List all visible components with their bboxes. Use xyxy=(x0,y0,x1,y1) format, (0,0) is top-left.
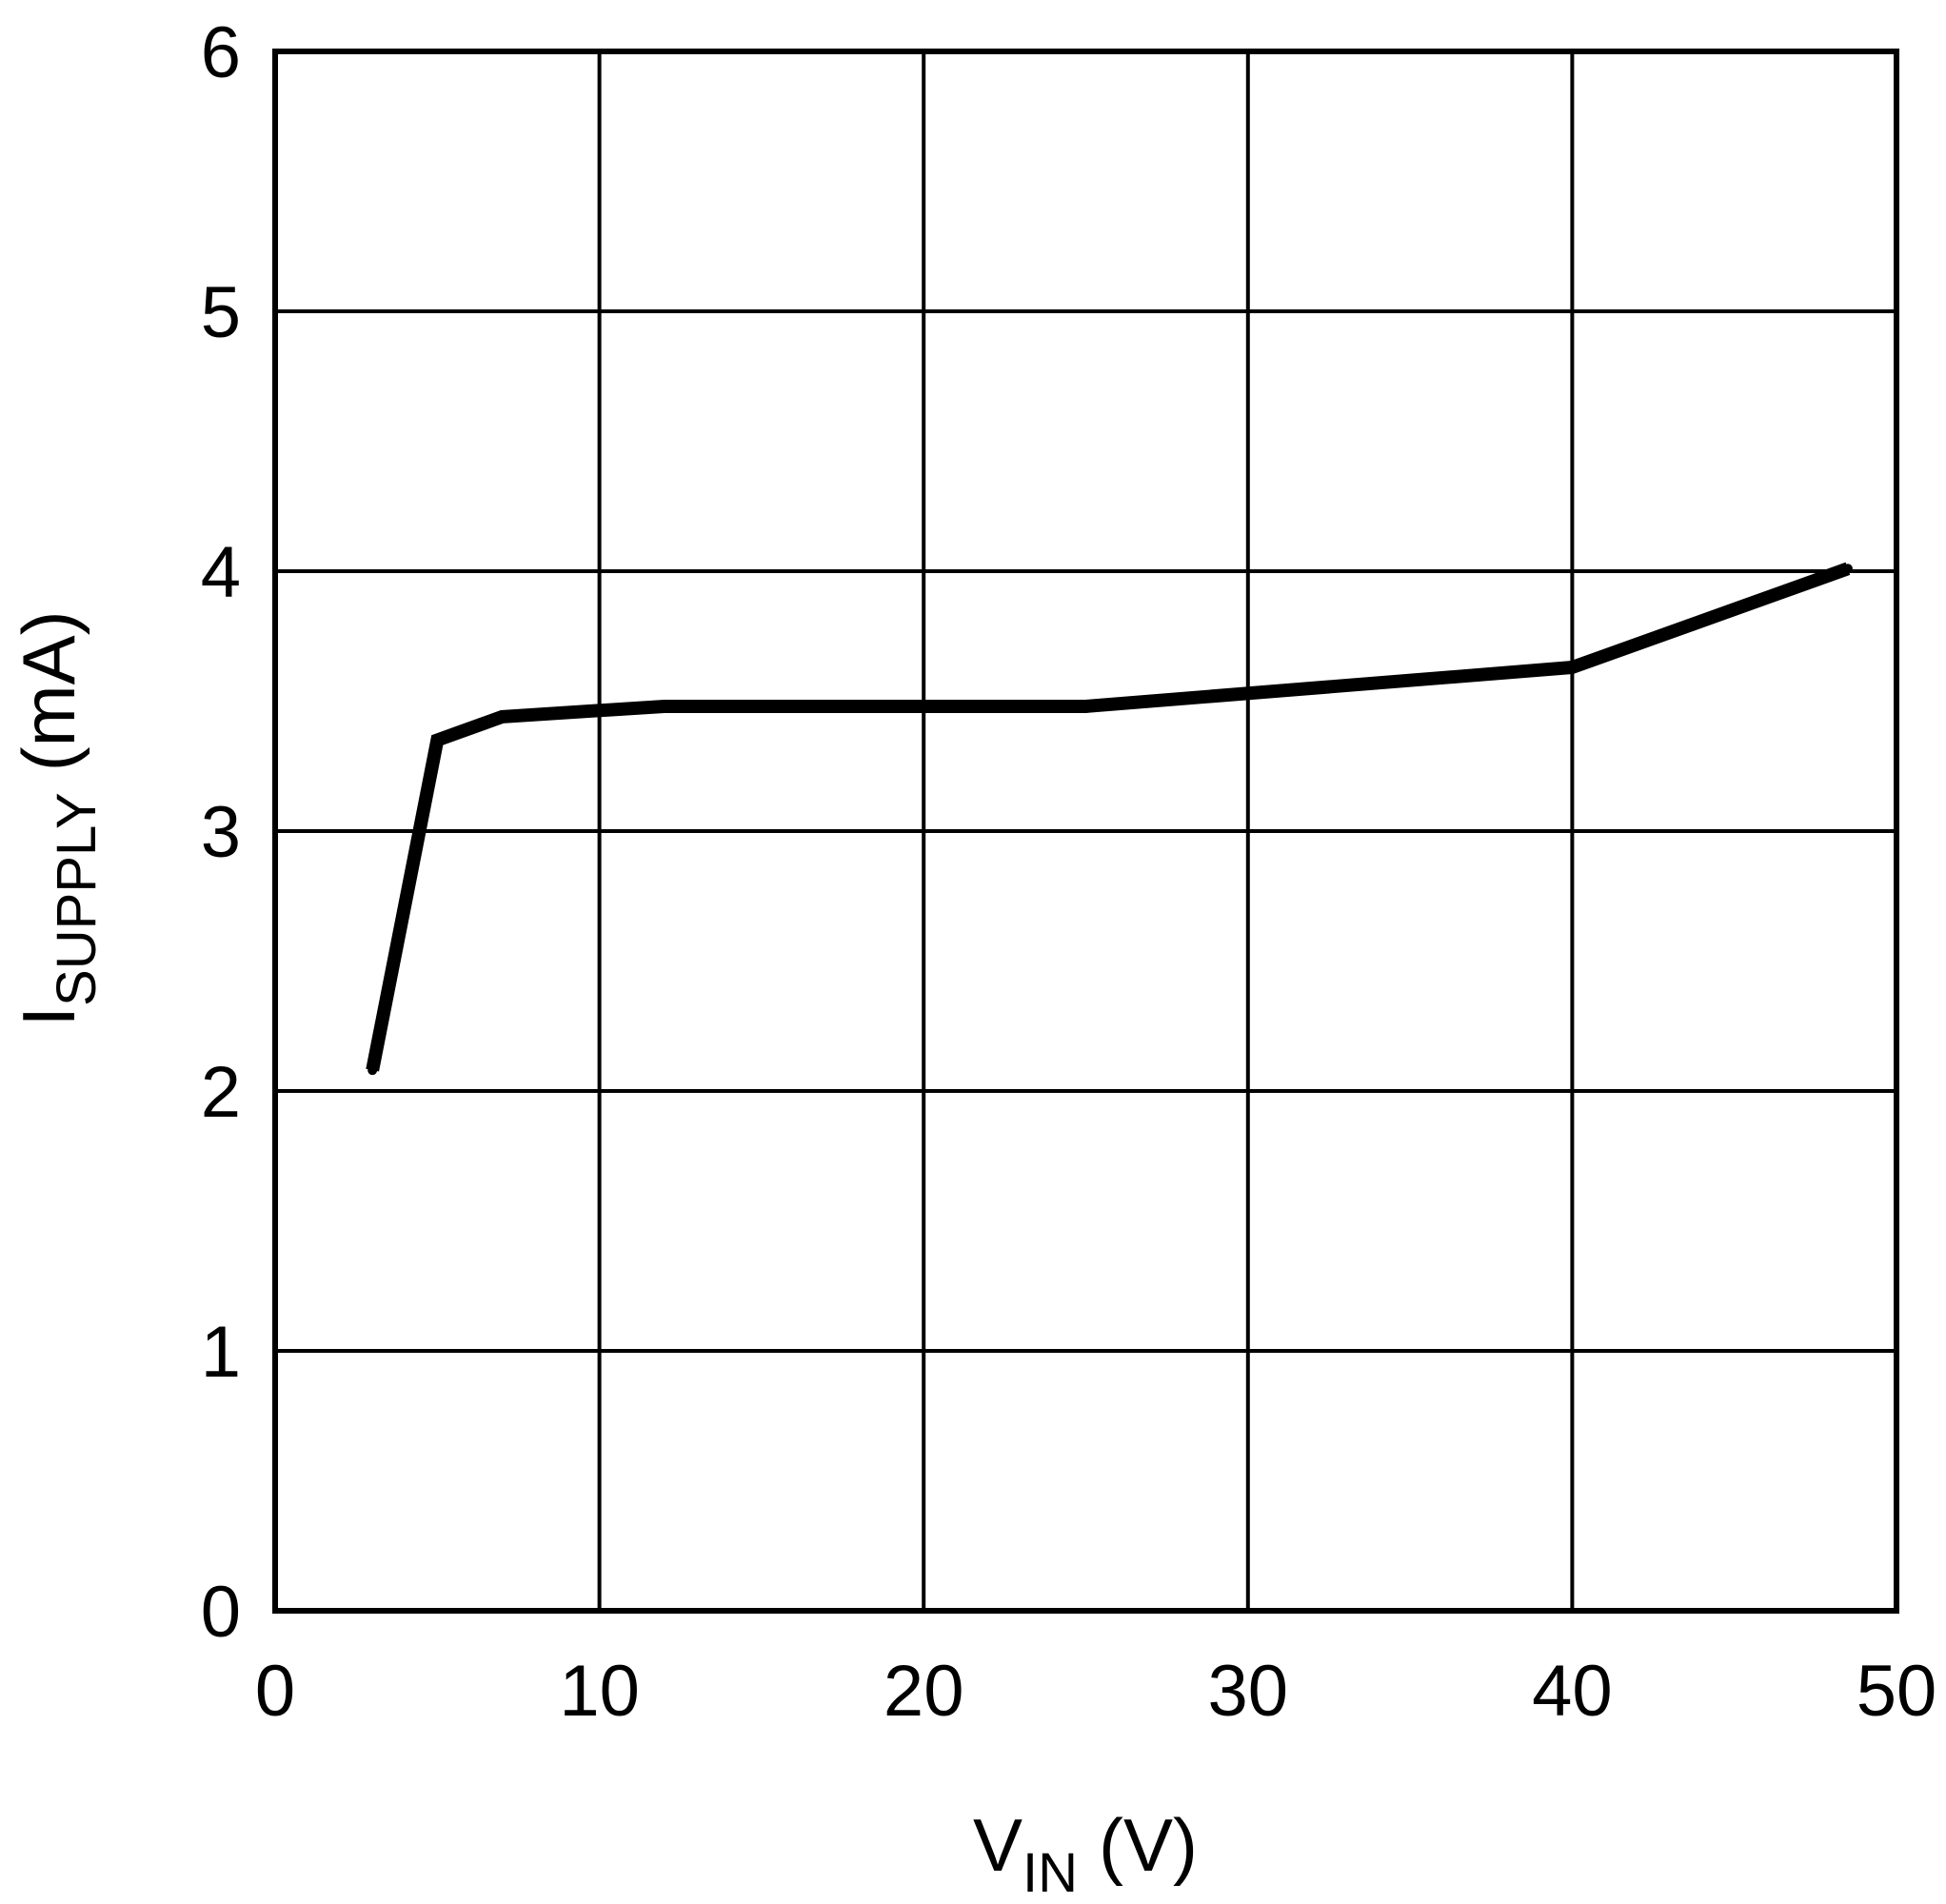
plot-frame xyxy=(272,49,1899,1614)
series-point-0-6 xyxy=(1842,564,1853,574)
x-axis-title: VIN (V) xyxy=(973,1803,1198,1904)
y-axis-title-unit: (mA) xyxy=(7,610,90,771)
y-axis-title-subscript: SUPPLY xyxy=(46,792,108,1006)
x-axis-title-unit: (V) xyxy=(1099,1803,1198,1887)
x-axis-title-main: V xyxy=(973,1803,1023,1887)
x-tick-label-20: 20 xyxy=(884,1651,964,1732)
x-tick-label-30: 30 xyxy=(1208,1651,1289,1732)
series-point-0-1 xyxy=(432,735,443,745)
y-tick-label-5: 5 xyxy=(201,272,241,353)
y-tick-label-1: 1 xyxy=(201,1312,241,1393)
series-layer xyxy=(366,562,1853,1076)
x-tick-label-50: 50 xyxy=(1857,1651,1937,1732)
x-tick-label-40: 40 xyxy=(1532,1651,1613,1732)
x-tick-labels: 0 10 20 30 40 50 xyxy=(255,1651,1936,1732)
y-tick-label-4: 4 xyxy=(201,532,241,613)
y-axis-title: ISUPPLY (mA) xyxy=(7,610,108,1026)
grid-lines xyxy=(273,50,1898,1613)
y-tick-label-2: 2 xyxy=(201,1052,241,1133)
y-axis-title-main: I xyxy=(7,1006,90,1027)
series-point-0-0 xyxy=(367,1065,378,1076)
series-point-0-2 xyxy=(497,711,507,722)
series-point-0-3 xyxy=(659,701,669,711)
x-tick-label-0: 0 xyxy=(255,1651,295,1732)
series-point-0-4 xyxy=(1081,701,1091,711)
y-tick-labels: 0 1 2 3 4 5 6 xyxy=(201,12,241,1653)
series-point-0-5 xyxy=(1567,663,1578,673)
y-tick-label-6: 6 xyxy=(201,12,241,93)
y-tick-label-3: 3 xyxy=(201,792,241,873)
x-tick-label-10: 10 xyxy=(559,1651,640,1732)
x-axis-title-subscript: IN xyxy=(1023,1842,1078,1904)
y-tick-label-0: 0 xyxy=(201,1572,241,1653)
series-line-0 xyxy=(366,562,1851,1072)
